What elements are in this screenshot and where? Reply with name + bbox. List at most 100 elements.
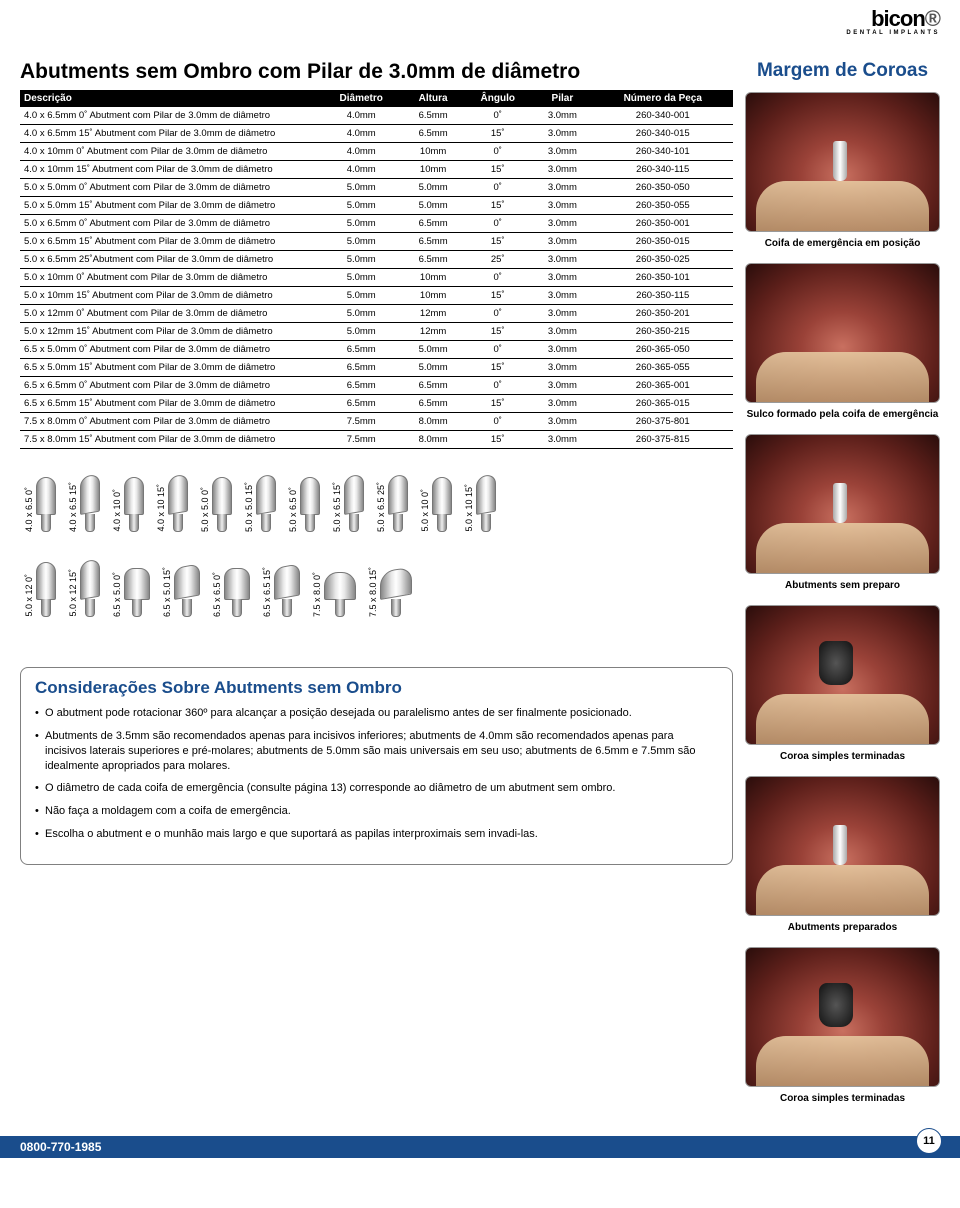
- table-row: 4.0 x 10mm 0˚ Abutment com Pilar de 3.0m…: [20, 143, 733, 161]
- table-cell: 8.0mm: [403, 431, 463, 449]
- consideration-item: Escolha o abutment e o munhão mais largo…: [35, 827, 718, 842]
- table-row: 4.0 x 6.5mm 15˚ Abutment com Pilar de 3.…: [20, 125, 733, 143]
- table-cell: 25˚: [463, 251, 532, 269]
- abutment-shape: [344, 477, 364, 532]
- table-cell: 6.5mm: [403, 377, 463, 395]
- table-cell: 260-350-015: [593, 233, 734, 251]
- col-header: Diâmetro: [319, 90, 403, 107]
- abutments-table: DescriçãoDiâmetroAlturaÂnguloPilarNúmero…: [20, 90, 733, 449]
- table-cell: 7.5mm: [319, 413, 403, 431]
- clinical-photo-3: [745, 434, 940, 574]
- table-cell: 260-350-050: [593, 179, 734, 197]
- col-header: Altura: [403, 90, 463, 107]
- col-header: Número da Peça: [593, 90, 734, 107]
- table-cell: 5.0 x 12mm 0˚ Abutment com Pilar de 3.0m…: [20, 305, 319, 323]
- abutment-shape: [476, 477, 496, 532]
- abutment-label: 6.5 x 6.5 15˚: [262, 565, 272, 617]
- abutment-label: 7.5 x 8.0 15˚: [368, 565, 378, 617]
- brand-logo: bicon® DENTAL IMPLANTS: [840, 6, 940, 36]
- table-cell: 4.0mm: [319, 143, 403, 161]
- table-cell: 260-350-055: [593, 197, 734, 215]
- considerations-box: Considerações Sobre Abutments sem Ombro …: [20, 667, 733, 865]
- table-cell: 4.0 x 6.5mm 15˚ Abutment com Pilar de 3.…: [20, 125, 319, 143]
- abutment-shape: [256, 477, 276, 532]
- abutment-shape: [80, 477, 100, 532]
- table-row: 6.5 x 5.0mm 0˚ Abutment com Pilar de 3.0…: [20, 341, 733, 359]
- table-cell: 3.0mm: [532, 395, 592, 413]
- table-cell: 3.0mm: [532, 377, 592, 395]
- abutment-shape: [124, 568, 150, 617]
- footer-phone: 0800-770-1985: [20, 1140, 101, 1154]
- table-cell: 3.0mm: [532, 179, 592, 197]
- table-cell: 3.0mm: [532, 269, 592, 287]
- abutment-illustration: 6.5 x 6.5 0˚: [212, 568, 250, 617]
- photo-caption-5: Abutments preparados: [745, 922, 940, 933]
- table-cell: 0˚: [463, 107, 532, 125]
- table-cell: 5.0 x 10mm 0˚ Abutment com Pilar de 3.0m…: [20, 269, 319, 287]
- abutment-label: 5.0 x 6.5 15˚: [332, 480, 342, 532]
- table-cell: 3.0mm: [532, 341, 592, 359]
- abutment-shape: [174, 568, 200, 617]
- table-cell: 4.0 x 10mm 15˚ Abutment com Pilar de 3.0…: [20, 161, 319, 179]
- consideration-item: O diâmetro de cada coifa de emergência (…: [35, 781, 718, 796]
- photo-caption-4: Coroa simples terminadas: [745, 751, 940, 762]
- table-cell: 5.0mm: [319, 215, 403, 233]
- abutment-illustration: 6.5 x 5.0 0˚: [112, 568, 150, 617]
- table-cell: 6.5mm: [319, 395, 403, 413]
- col-header: Pilar: [532, 90, 592, 107]
- abutment-shape: [168, 477, 188, 532]
- table-cell: 260-365-055: [593, 359, 734, 377]
- table-cell: 5.0 x 10mm 15˚ Abutment com Pilar de 3.0…: [20, 287, 319, 305]
- abutment-illustration: 7.5 x 8.0 15˚: [368, 565, 412, 617]
- table-cell: 260-340-001: [593, 107, 734, 125]
- table-cell: 10mm: [403, 269, 463, 287]
- table-row: 5.0 x 12mm 0˚ Abutment com Pilar de 3.0m…: [20, 305, 733, 323]
- table-cell: 4.0mm: [319, 125, 403, 143]
- table-cell: 3.0mm: [532, 107, 592, 125]
- table-row: 5.0 x 5.0mm 0˚ Abutment com Pilar de 3.0…: [20, 179, 733, 197]
- table-cell: 7.5mm: [319, 431, 403, 449]
- table-cell: 3.0mm: [532, 143, 592, 161]
- table-row: 7.5 x 8.0mm 15˚ Abutment com Pilar de 3.…: [20, 431, 733, 449]
- table-row: 5.0 x 10mm 0˚ Abutment com Pilar de 3.0m…: [20, 269, 733, 287]
- abutment-label: 7.5 x 8.0 0˚: [312, 570, 322, 617]
- table-cell: 15˚: [463, 287, 532, 305]
- table-row: 5.0 x 6.5mm 25˚Abutment com Pilar de 3.0…: [20, 251, 733, 269]
- table-cell: 0˚: [463, 413, 532, 431]
- table-row: 6.5 x 6.5mm 15˚ Abutment com Pilar de 3.…: [20, 395, 733, 413]
- abutment-shape: [36, 562, 56, 617]
- table-row: 5.0 x 5.0mm 15˚ Abutment com Pilar de 3.…: [20, 197, 733, 215]
- table-cell: 6.5mm: [403, 215, 463, 233]
- table-cell: 10mm: [403, 161, 463, 179]
- abutment-label: 5.0 x 5.0 15˚: [244, 480, 254, 532]
- abutment-label: 5.0 x 6.5 25˚: [376, 480, 386, 532]
- abutment-illustration: 5.0 x 10 0˚: [420, 477, 452, 532]
- footer-bar: 0800-770-1985: [0, 1136, 960, 1158]
- abutment-label: 5.0 x 10 0˚: [420, 487, 430, 532]
- table-cell: 3.0mm: [532, 323, 592, 341]
- abutment-label: 5.0 x 6.5 0˚: [288, 485, 298, 532]
- table-cell: 0˚: [463, 143, 532, 161]
- clinical-photo-5: [745, 776, 940, 916]
- table-cell: 5.0 x 6.5mm 25˚Abutment com Pilar de 3.0…: [20, 251, 319, 269]
- photo-caption-6: Coroa simples terminadas: [745, 1093, 940, 1104]
- photo-caption-1: Coifa de emergência em posição: [745, 238, 940, 249]
- abutment-label: 6.5 x 6.5 0˚: [212, 570, 222, 617]
- table-cell: 5.0mm: [319, 305, 403, 323]
- logo-text: bicon: [871, 6, 925, 31]
- abutment-diagram-row-2: 5.0 x 12 0˚5.0 x 12 15˚6.5 x 5.0 0˚6.5 x…: [20, 562, 733, 617]
- table-cell: 3.0mm: [532, 233, 592, 251]
- table-cell: 6.5mm: [403, 107, 463, 125]
- abutment-shape: [432, 477, 452, 532]
- abutment-illustration: 4.0 x 10 0˚: [112, 477, 144, 532]
- table-cell: 5.0mm: [403, 359, 463, 377]
- table-cell: 5.0mm: [319, 251, 403, 269]
- sidebar-title: Margem de Coroas: [745, 60, 940, 82]
- abutment-label: 4.0 x 10 15˚: [156, 482, 166, 532]
- logo-subtitle: DENTAL IMPLANTS: [840, 30, 940, 36]
- table-cell: 10mm: [403, 143, 463, 161]
- clinical-photo-4: [745, 605, 940, 745]
- table-row: 7.5 x 8.0mm 0˚ Abutment com Pilar de 3.0…: [20, 413, 733, 431]
- clinical-photo-6: [745, 947, 940, 1087]
- table-cell: 15˚: [463, 395, 532, 413]
